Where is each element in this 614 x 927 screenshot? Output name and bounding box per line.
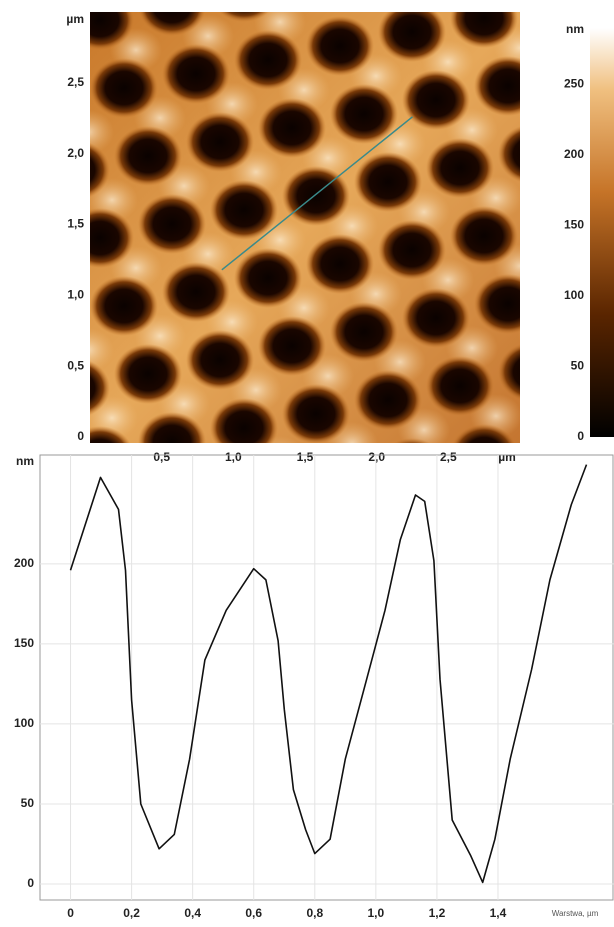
hole: [162, 262, 230, 322]
x-tick-label: 0,4: [184, 906, 201, 920]
colorbar-tick-label: 200: [564, 147, 584, 161]
y-tick-label: 0: [27, 876, 34, 890]
hole: [450, 206, 518, 266]
bump: [110, 464, 162, 508]
x-tick-label: 0,5: [153, 450, 170, 464]
hole: [426, 138, 494, 198]
y-tick-label: 100: [14, 716, 34, 730]
hole: [354, 152, 422, 212]
hole: [282, 384, 350, 443]
hole: [114, 344, 182, 404]
hole: [378, 220, 446, 280]
hole: [234, 30, 302, 90]
x-tick-label: 2,5: [440, 450, 457, 464]
y-tick-label: 150: [14, 636, 34, 650]
x-tick-label: 1,0: [225, 450, 242, 464]
hole: [258, 98, 326, 158]
y-tick-label: 1,5: [67, 217, 84, 231]
hole: [330, 84, 398, 144]
colorbar-tick-label: 250: [564, 77, 584, 91]
x-tick-label: 1,4: [490, 906, 507, 920]
bump: [494, 462, 546, 506]
hole: [306, 234, 374, 294]
hole: [218, 12, 270, 22]
bump: [518, 325, 520, 343]
hole: [498, 125, 520, 183]
y-axis-label: µm: [66, 12, 84, 26]
y-tick-label: 50: [21, 796, 35, 810]
hole: [90, 142, 110, 198]
x-tick-label: 2,0: [368, 450, 385, 464]
bump: [542, 380, 594, 424]
x-tick-label: 0,8: [306, 906, 323, 920]
x-tick-label: 1,0: [368, 906, 385, 920]
hole: [258, 316, 326, 376]
bump: [518, 107, 520, 125]
y-tick-label: 0,5: [67, 358, 84, 372]
hole: [426, 356, 494, 416]
hole: [114, 126, 182, 186]
x-axis-label: µm: [498, 450, 516, 464]
hole: [90, 426, 131, 443]
bump: [542, 162, 594, 206]
x-tick-label: 1,2: [429, 906, 446, 920]
hole: [450, 12, 518, 48]
hole: [186, 330, 254, 390]
colorbar-tick-label: 0: [577, 429, 584, 443]
y-tick-label: 2,0: [67, 146, 84, 160]
hole: [210, 180, 278, 240]
plot-frame: [39, 454, 614, 901]
y-tick-label: 1,0: [67, 288, 84, 302]
y-tick-label: 2,5: [67, 75, 84, 89]
hole: [330, 302, 398, 362]
colorbar: [590, 28, 614, 437]
profile-line: [221, 116, 413, 271]
hole: [393, 438, 431, 443]
hole: [474, 274, 520, 334]
hole: [452, 424, 516, 443]
hole: [354, 370, 422, 430]
y-tick-label: 0: [77, 429, 84, 443]
hole: [90, 276, 158, 336]
hole: [90, 12, 134, 50]
bump: [90, 328, 114, 372]
hole: [234, 248, 302, 308]
bump: [90, 110, 114, 154]
hole: [498, 343, 520, 401]
colorbar-tick-label: 150: [564, 218, 584, 232]
hole: [162, 44, 230, 104]
hole: [138, 194, 206, 254]
x-tick-label: 0,2: [123, 906, 140, 920]
hole: [90, 360, 110, 416]
colorbar-tick-label: 100: [564, 288, 584, 302]
bump: [422, 476, 474, 520]
hole: [378, 12, 446, 62]
hole: [474, 56, 520, 116]
hole: [402, 288, 470, 348]
colorbar-label: nm: [566, 22, 584, 36]
hole: [210, 398, 278, 443]
profile-curve: [69, 464, 588, 884]
y-tick-label: 200: [14, 556, 34, 570]
hole: [186, 112, 254, 172]
y-axis-label: nm: [16, 454, 34, 468]
hole: [90, 208, 134, 268]
x-axis-label: Warstwa, µm: [552, 909, 599, 918]
x-tick-label: 1,5: [297, 450, 314, 464]
hole: [90, 58, 158, 118]
hole: [306, 16, 374, 76]
hole: [138, 412, 206, 443]
hole: [138, 12, 206, 36]
x-tick-label: 0,6: [245, 906, 262, 920]
afm-image: [90, 12, 594, 520]
hole: [402, 70, 470, 130]
x-tick-label: 0: [67, 906, 74, 920]
colorbar-tick-label: 50: [571, 359, 585, 373]
